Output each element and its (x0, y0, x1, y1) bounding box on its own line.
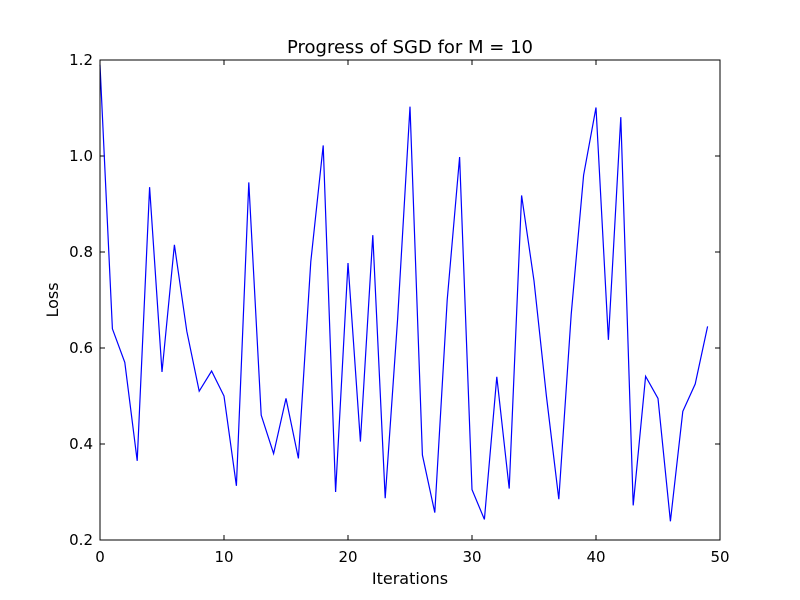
x-tick-label: 30 (462, 548, 481, 566)
chart-title: Progress of SGD for M = 10 (287, 37, 533, 58)
y-axis-label: Loss (43, 282, 62, 317)
y-tick-label: 0.6 (69, 339, 93, 357)
y-tick-label: 0.8 (69, 243, 93, 261)
x-axis-label: Iterations (372, 569, 448, 588)
plot-area (99, 64, 709, 522)
x-tick-label: 50 (710, 548, 729, 566)
tick-group: 0 10 20 30 40 50 0.2 0.4 0.6 0.8 1.0 1.2 (69, 51, 729, 566)
axes-frame (99, 59, 721, 541)
x-tick-label: 40 (586, 548, 605, 566)
x-tick-label: 20 (338, 548, 357, 566)
y-tick-label: 1.0 (69, 147, 93, 165)
x-tick-label: 10 (214, 548, 233, 566)
y-tick-label: 1.2 (69, 51, 93, 69)
loss-series-line (99, 64, 709, 522)
x-tick-label: 0 (95, 548, 105, 566)
y-tick-label: 0.4 (69, 435, 93, 453)
y-tick-label: 0.2 (69, 531, 93, 549)
